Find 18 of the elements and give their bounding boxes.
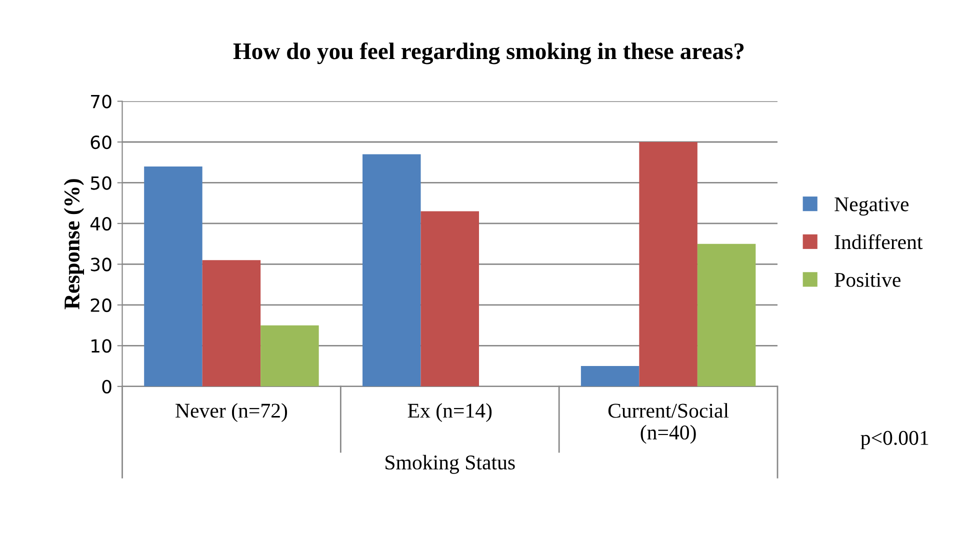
x-tick-label: Ex (n=14) (408, 403, 492, 422)
legend-label: Indifferent (834, 234, 923, 250)
legend-label: Negative (834, 197, 909, 216)
x-tick-label: Current/Social (n=40) (608, 403, 729, 444)
y-tick-label: 10 (92, 339, 112, 353)
chart-title: How do you feel regarding smoking in these areas? (233, 42, 744, 64)
legend-label: Positive (834, 272, 900, 287)
text: p<0.001 (860, 430, 928, 450)
y-tick-label: 30 (90, 258, 112, 272)
y-tick-label: 70 (91, 94, 112, 108)
y-tick-label: 0 (102, 380, 112, 394)
y-tick-label: 20 (90, 298, 112, 312)
y-tick-label: 40 (90, 216, 112, 231)
y-axis-title: Response (%) (64, 179, 84, 310)
x-axis-title: Smoking Status (386, 454, 515, 474)
x-tick-label: Never (n=72) (176, 403, 288, 422)
y-tick-label: 60 (90, 135, 112, 150)
y-tick-label: 50 (90, 176, 112, 190)
